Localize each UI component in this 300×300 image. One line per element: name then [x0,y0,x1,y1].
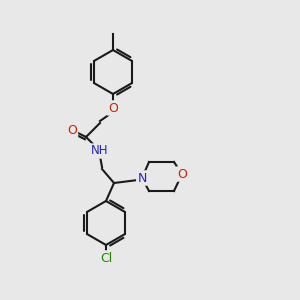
Text: O: O [177,167,187,181]
Text: NH: NH [91,145,109,158]
Text: O: O [108,101,118,115]
Text: O: O [67,124,77,136]
Text: N: N [137,172,147,184]
Text: Cl: Cl [100,251,112,265]
